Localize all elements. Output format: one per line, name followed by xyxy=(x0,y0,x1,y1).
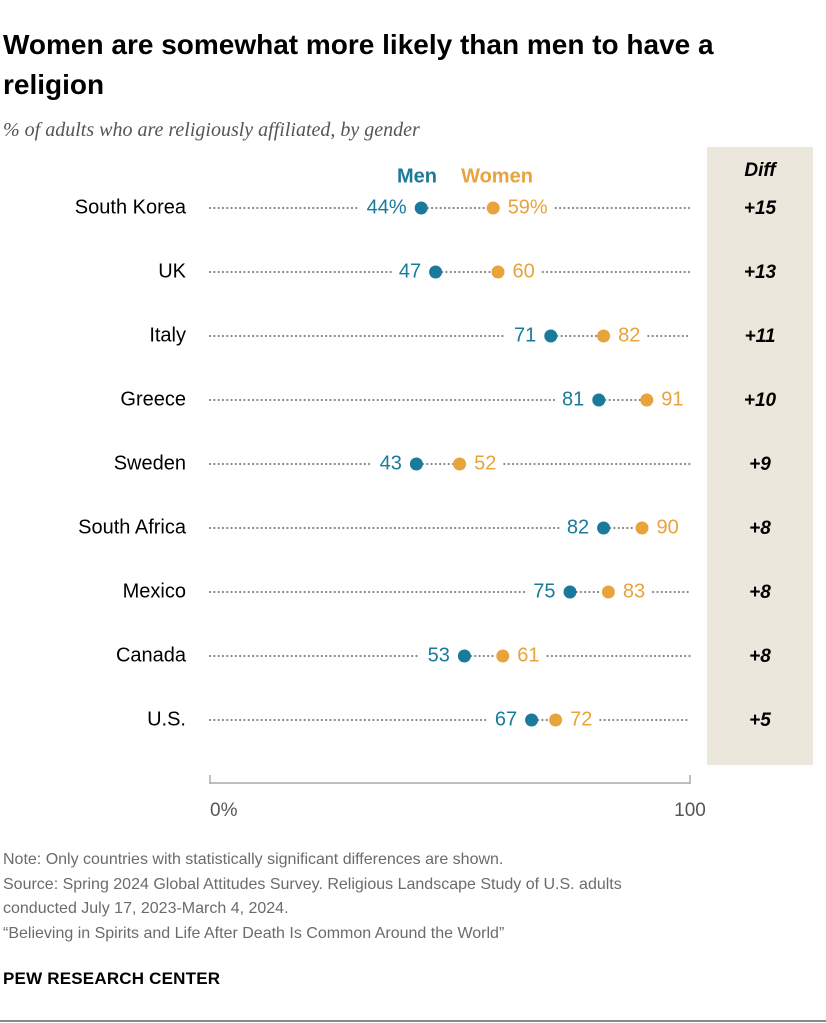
men-dot xyxy=(457,649,471,663)
chart-subtitle: % of adults who are religiously affiliat… xyxy=(3,119,420,141)
x-tick-label: 0% xyxy=(210,800,238,821)
women-dot xyxy=(453,457,467,471)
men-value-label: 81 xyxy=(562,388,584,410)
men-dot xyxy=(409,457,423,471)
category-label: Canada xyxy=(116,644,187,666)
bottom-rule xyxy=(0,1020,826,1022)
source-line-1: Source: Spring 2024 Global Attitudes Sur… xyxy=(3,875,622,893)
diff-value: +8 xyxy=(749,646,771,667)
women-dot xyxy=(496,649,510,663)
women-dot xyxy=(640,393,654,407)
women-value-label: 91 xyxy=(661,388,683,410)
diff-value: +13 xyxy=(744,262,777,283)
women-value-label: 72 xyxy=(570,708,592,730)
men-dot xyxy=(414,201,428,215)
men-value-label: 43 xyxy=(380,452,402,474)
category-label: Mexico xyxy=(123,580,186,602)
source-line-2: conducted July 17, 2023-March 4, 2024. xyxy=(3,900,289,917)
category-label: Italy xyxy=(149,324,186,346)
category-label: Greece xyxy=(120,388,186,410)
men-dot xyxy=(597,521,611,535)
men-value-label: 47 xyxy=(399,260,421,282)
legend-women: Women xyxy=(461,165,533,187)
men-value-label: 44% xyxy=(367,196,407,218)
men-dot xyxy=(525,713,539,727)
women-value-label: 61 xyxy=(517,644,539,666)
women-value-label: 52 xyxy=(474,452,496,474)
chart-title: Women are somewhat more likely than men … xyxy=(3,29,714,100)
chart-notes: Note: Only countries with statistically … xyxy=(3,848,803,946)
diff-value: +5 xyxy=(749,710,771,731)
legend-men: Men xyxy=(397,165,437,187)
women-value-label: 59% xyxy=(508,196,548,218)
women-dot xyxy=(597,329,611,343)
diff-value: +11 xyxy=(745,326,776,347)
footer-brand: PEW RESEARCH CENTER xyxy=(3,969,221,988)
men-value-label: 82 xyxy=(567,516,589,538)
x-tick-label: 100 xyxy=(674,800,706,821)
category-label: U.S. xyxy=(147,708,186,730)
diff-column-band xyxy=(707,147,813,765)
women-value-label: 82 xyxy=(618,324,640,346)
men-dot xyxy=(544,329,558,343)
category-label: South Africa xyxy=(78,516,187,538)
men-value-label: 71 xyxy=(514,324,536,346)
note-text: Note: Only countries with statistically … xyxy=(3,851,504,868)
women-dot xyxy=(486,201,500,215)
women-dot xyxy=(549,713,563,727)
men-value-label: 67 xyxy=(495,708,517,730)
diff-value: +9 xyxy=(749,454,771,475)
men-dot xyxy=(592,393,606,407)
men-dot xyxy=(429,265,443,279)
women-dot xyxy=(601,585,615,599)
men-dot xyxy=(563,585,577,599)
category-label: UK xyxy=(158,260,186,282)
women-value-label: 60 xyxy=(513,260,535,282)
men-value-label: 53 xyxy=(428,644,450,666)
dot-plot: Men Women Diff South Korea 44% 59% +15 UK 47 60 +1… xyxy=(75,160,778,821)
women-value-label: 83 xyxy=(623,580,645,602)
diff-value: +8 xyxy=(749,518,771,539)
women-dot xyxy=(491,265,505,279)
diff-header: Diff xyxy=(744,160,777,181)
category-label: South Korea xyxy=(75,196,187,218)
women-dot xyxy=(635,521,649,535)
diff-value: +15 xyxy=(744,198,777,219)
men-value-label: 75 xyxy=(533,580,555,602)
category-label: Sweden xyxy=(114,452,186,474)
report-title: “Believing in Spirits and Life After Dea… xyxy=(3,924,505,942)
diff-value: +10 xyxy=(744,390,777,411)
women-value-label: 90 xyxy=(657,516,679,538)
diff-value: +8 xyxy=(749,582,771,603)
